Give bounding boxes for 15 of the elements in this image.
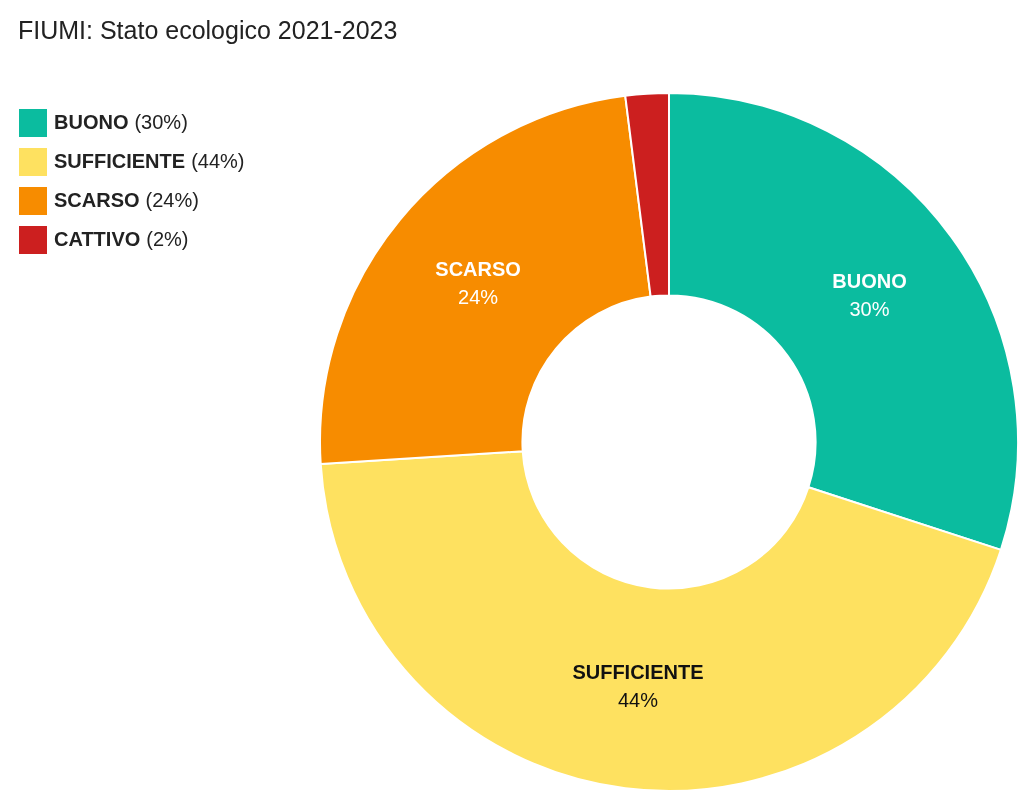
chart-title: FIUMI: Stato ecologico 2021-2023 (18, 16, 398, 45)
legend-label: SCARSO (54, 189, 140, 212)
data-label: 30% (849, 297, 890, 320)
text: (30%) (134, 111, 188, 134)
legend-label: CATTIVO (54, 228, 141, 251)
legend-label: SUFFICIENTE (54, 150, 186, 173)
slice-label: BUONO (832, 269, 907, 292)
legend-label: BUONO (54, 111, 129, 134)
text: (44%) (191, 150, 245, 173)
slice-label: SCARSO (435, 257, 521, 280)
slice-label: SUFFICIENTE (572, 661, 704, 684)
data-label: 24% (458, 285, 499, 308)
text: (24%) (145, 189, 199, 212)
data-label: 44% (617, 689, 659, 712)
text: (2%) (146, 228, 189, 251)
